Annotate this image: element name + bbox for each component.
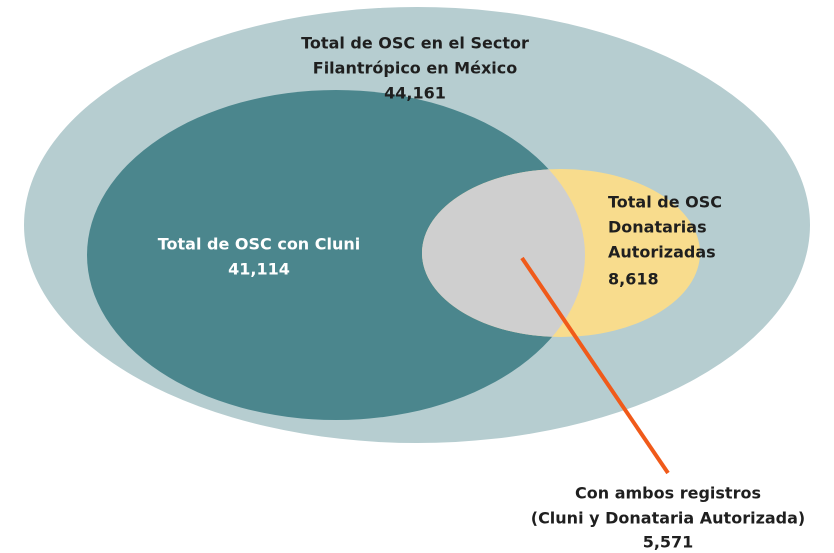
label: Filantrópico en México [313, 59, 517, 78]
intersection [422, 169, 585, 337]
label: Total de OSC con Cluni [158, 235, 361, 254]
label: Total de OSC en el Sector [301, 34, 529, 53]
label: Con ambos registros [575, 484, 761, 503]
label: Autorizadas [608, 243, 716, 262]
label: Total de OSC [608, 193, 722, 212]
label: Donatarias [608, 218, 707, 237]
value: 41,114 [228, 260, 290, 279]
value: 5,571 [643, 533, 694, 552]
value: 8,618 [608, 270, 659, 289]
pointer-line [520, 256, 670, 475]
label: (Cluni y Donataria Autorizada) [531, 509, 805, 528]
cluni-set [87, 90, 585, 420]
value: 44,161 [384, 84, 446, 103]
